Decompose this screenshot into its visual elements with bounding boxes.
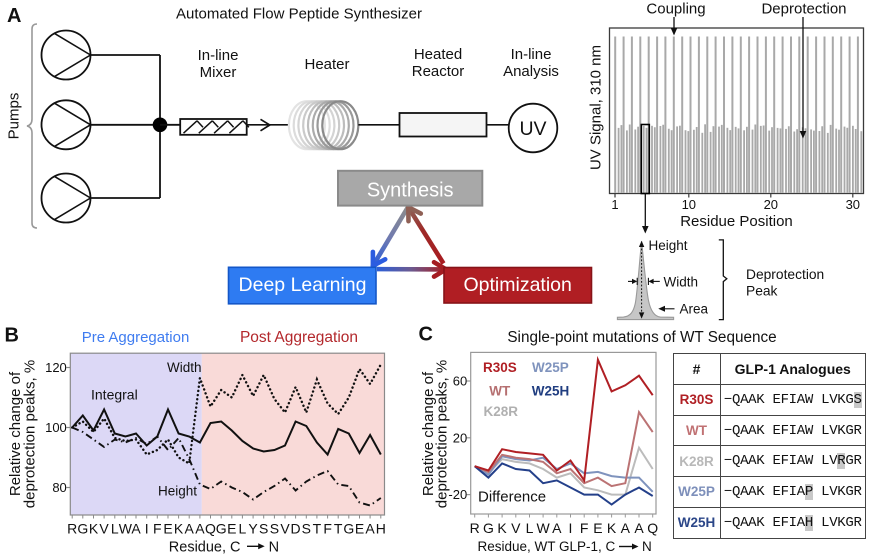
svg-text:100: 100 xyxy=(45,420,67,435)
svg-text:80: 80 xyxy=(52,480,66,495)
svg-text:Single-point mutations of WT S: Single-point mutations of WT Sequence xyxy=(507,329,776,346)
svg-text:Height: Height xyxy=(649,238,688,253)
svg-text:Reactor: Reactor xyxy=(412,63,465,80)
svg-text:A: A xyxy=(131,521,141,537)
svg-text:Analysis: Analysis xyxy=(503,63,559,80)
svg-text:G: G xyxy=(77,521,88,537)
svg-text:60: 60 xyxy=(453,374,467,389)
svg-text:V: V xyxy=(99,521,109,537)
svg-text:Q: Q xyxy=(205,521,216,537)
svg-text:Mixer: Mixer xyxy=(200,64,237,81)
svg-text:L: L xyxy=(526,520,534,536)
svg-text:E: E xyxy=(163,521,172,537)
svg-text:A: A xyxy=(7,5,21,27)
svg-text:I: I xyxy=(569,520,573,536)
svg-text:R: R xyxy=(67,521,77,537)
svg-text:V: V xyxy=(280,521,290,537)
svg-text:Coupling: Coupling xyxy=(646,1,705,18)
svg-text:Y: Y xyxy=(248,521,258,537)
svg-text:K: K xyxy=(497,520,507,536)
svg-text:F: F xyxy=(153,521,162,537)
svg-text:20: 20 xyxy=(453,430,467,445)
svg-text:Synthesis: Synthesis xyxy=(367,180,454,202)
svg-text:A: A xyxy=(195,521,205,537)
svg-text:N: N xyxy=(642,539,652,554)
svg-text:I: I xyxy=(145,521,149,537)
svg-text:E: E xyxy=(355,521,364,537)
svg-text:Deprotection: Deprotection xyxy=(761,1,846,18)
svg-text:S: S xyxy=(259,521,268,537)
svg-text:A: A xyxy=(634,520,644,536)
svg-text:R30S: R30S xyxy=(483,360,517,375)
svg-text:deprotection peaks, %: deprotection peaks, % xyxy=(21,360,38,508)
svg-text:H: H xyxy=(376,521,386,537)
svg-text:Pumps: Pumps xyxy=(6,93,23,140)
svg-text:N: N xyxy=(269,539,279,555)
svg-text:W25H: W25H xyxy=(532,383,570,398)
svg-text:G: G xyxy=(343,521,354,537)
svg-text:V: V xyxy=(511,520,521,536)
svg-text:120: 120 xyxy=(45,360,67,375)
svg-text:Heater: Heater xyxy=(304,56,349,73)
svg-text:A: A xyxy=(552,520,562,536)
svg-text:UV: UV xyxy=(519,118,546,140)
svg-text:G: G xyxy=(216,521,227,537)
svg-text:W25P: W25P xyxy=(532,360,569,375)
svg-text:20: 20 xyxy=(764,197,778,212)
svg-text:Relative change of: Relative change of xyxy=(420,371,437,496)
svg-text:A: A xyxy=(365,521,375,537)
svg-text:S: S xyxy=(302,521,311,537)
svg-text:Peak: Peak xyxy=(746,284,778,299)
svg-text:Post Aggregation: Post Aggregation xyxy=(240,329,358,346)
svg-text:R: R xyxy=(470,520,480,536)
svg-text:Deprotection: Deprotection xyxy=(746,267,824,282)
svg-text:Integral: Integral xyxy=(91,387,138,403)
svg-text:Heated: Heated xyxy=(414,46,462,63)
svg-text:Residue, WT GLP-1, C: Residue, WT GLP-1, C xyxy=(478,539,616,554)
svg-text:W: W xyxy=(536,520,550,536)
svg-text:K: K xyxy=(174,521,184,537)
svg-text:Deep Learning: Deep Learning xyxy=(239,274,367,296)
svg-text:Difference: Difference xyxy=(478,489,546,506)
svg-text:L: L xyxy=(239,521,247,537)
svg-text:L: L xyxy=(111,521,119,537)
svg-text:E: E xyxy=(593,520,602,536)
svg-text:Width: Width xyxy=(664,274,699,289)
svg-text:1: 1 xyxy=(611,197,618,212)
svg-text:K: K xyxy=(607,520,617,536)
svg-text:In-line: In-line xyxy=(198,47,239,64)
svg-text:A: A xyxy=(185,521,195,537)
svg-text:F: F xyxy=(323,521,332,537)
svg-text:Automated Flow Peptide Synthes: Automated Flow Peptide Synthesizer xyxy=(176,6,422,23)
svg-text:D: D xyxy=(291,521,301,537)
svg-text:B: B xyxy=(5,325,19,347)
svg-text:Pre Aggregation: Pre Aggregation xyxy=(82,329,190,346)
svg-text:F: F xyxy=(580,520,589,536)
svg-text:Width: Width xyxy=(167,360,202,375)
svg-text:-20: -20 xyxy=(448,487,467,502)
svg-text:T: T xyxy=(313,521,322,537)
svg-text:deprotection peaks, %: deprotection peaks, % xyxy=(434,360,451,508)
svg-text:UV Signal, 310 nm: UV Signal, 310 nm xyxy=(588,45,605,170)
svg-text:K28R: K28R xyxy=(484,404,519,419)
svg-text:Optimization: Optimization xyxy=(464,274,572,296)
svg-text:WT: WT xyxy=(489,383,511,398)
svg-text:E: E xyxy=(227,521,236,537)
svg-text:Q: Q xyxy=(647,520,658,536)
svg-text:In-line: In-line xyxy=(511,46,552,63)
svg-text:K: K xyxy=(89,521,99,537)
svg-text:Height: Height xyxy=(158,484,197,499)
svg-text:Residue Position: Residue Position xyxy=(680,213,793,230)
svg-text:C: C xyxy=(419,324,433,346)
svg-text:Residue, C: Residue, C xyxy=(169,539,241,555)
svg-text:Area: Area xyxy=(680,302,709,317)
svg-text:T: T xyxy=(334,521,343,537)
svg-text:A: A xyxy=(621,520,631,536)
svg-text:10: 10 xyxy=(682,197,696,212)
svg-text:Relative change of: Relative change of xyxy=(7,371,24,496)
svg-text:30: 30 xyxy=(846,197,860,212)
svg-text:S: S xyxy=(270,521,279,537)
svg-text:G: G xyxy=(483,520,494,536)
svg-text:W: W xyxy=(119,521,133,537)
